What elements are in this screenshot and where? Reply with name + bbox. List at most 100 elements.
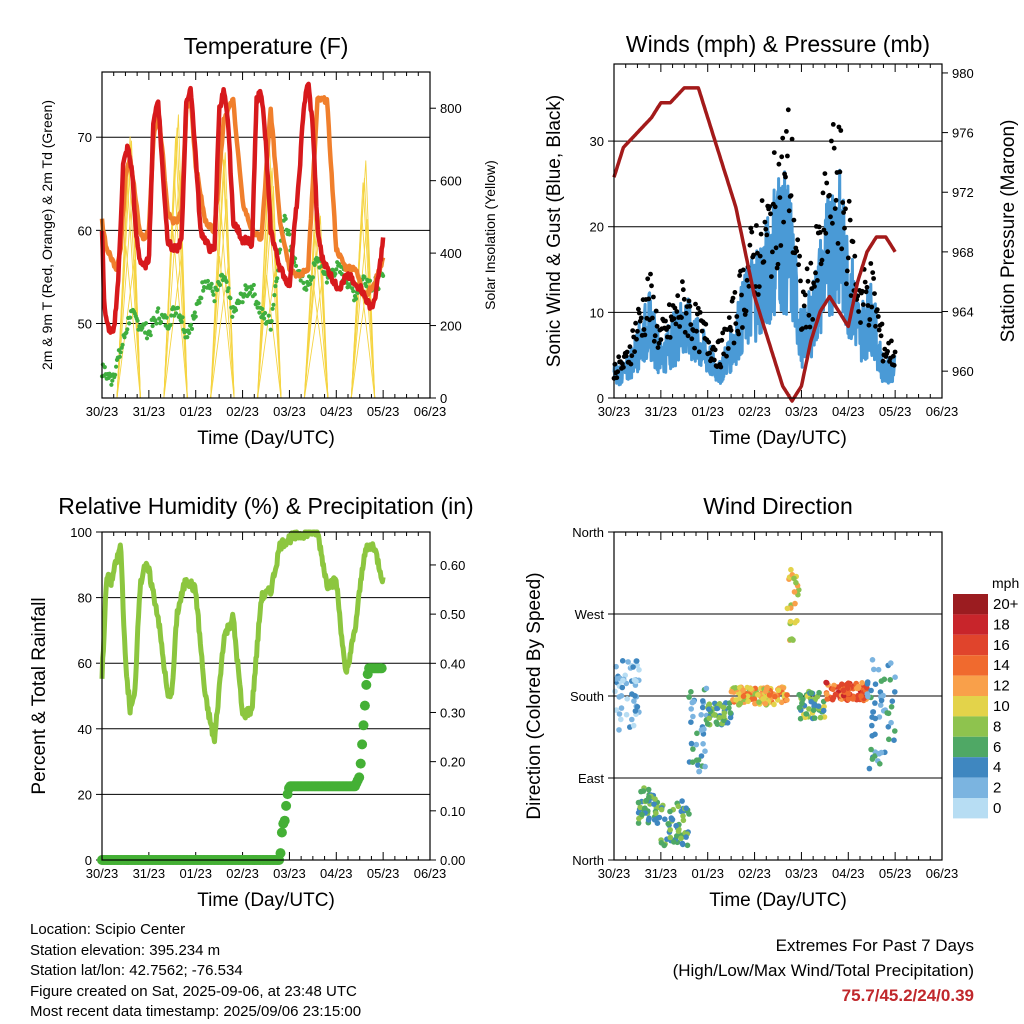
winds-ytick-label: 0 bbox=[597, 391, 604, 406]
gust-point bbox=[733, 321, 739, 326]
gust-point bbox=[731, 340, 737, 346]
gust-point bbox=[815, 278, 820, 283]
speed-legend-swatch bbox=[953, 594, 988, 615]
temperature-y2tick-label: 200 bbox=[440, 319, 462, 334]
gust-point bbox=[732, 290, 738, 295]
direction-point bbox=[808, 690, 814, 696]
speed-legend-swatch bbox=[953, 696, 988, 717]
gust-point bbox=[757, 253, 763, 259]
gust-point bbox=[693, 301, 698, 307]
dewpoint-point bbox=[201, 288, 206, 293]
direction-xtick-label: 30/23 bbox=[598, 866, 631, 881]
gust-point bbox=[817, 230, 823, 235]
direction-point bbox=[866, 765, 873, 772]
direction-ylabel: Direction (Colored By Speed) bbox=[524, 572, 545, 819]
direction-point bbox=[845, 696, 852, 702]
gust-point bbox=[780, 135, 786, 141]
dewpoint-point bbox=[367, 278, 373, 283]
direction-point bbox=[690, 698, 697, 705]
dewpoint-point bbox=[140, 325, 145, 330]
gust-point bbox=[688, 322, 694, 327]
gust-point bbox=[798, 278, 803, 284]
dewpoint-point bbox=[310, 275, 315, 280]
gust-point bbox=[655, 345, 661, 350]
dewpoint-point bbox=[226, 286, 231, 291]
gust-point bbox=[774, 265, 780, 271]
gust-point bbox=[627, 344, 633, 350]
dewpoint-point bbox=[187, 330, 192, 336]
direction-point bbox=[728, 688, 735, 695]
dewpoint-point bbox=[205, 278, 210, 284]
temp-2m-line bbox=[99, 81, 386, 335]
speed-legend-label: 12 bbox=[993, 678, 1010, 695]
direction-point bbox=[889, 698, 896, 704]
dewpoint-point bbox=[257, 310, 262, 315]
gust-point bbox=[769, 274, 774, 279]
precip-point bbox=[361, 679, 372, 690]
direction-point bbox=[624, 696, 630, 702]
dewpoint-point bbox=[262, 316, 267, 321]
winds-ytick-label: 20 bbox=[590, 220, 604, 235]
gust-point bbox=[885, 349, 890, 354]
direction-ytick-label: East bbox=[578, 771, 604, 786]
gust-point bbox=[636, 306, 641, 312]
gust-point bbox=[829, 138, 834, 144]
direction-point bbox=[840, 687, 847, 694]
gust-point bbox=[758, 231, 764, 237]
dewpoint-point bbox=[275, 276, 280, 281]
dewpoint-point bbox=[293, 263, 299, 268]
gust-point bbox=[728, 327, 734, 333]
direction-point bbox=[888, 719, 894, 726]
gust-point bbox=[813, 270, 818, 276]
gust-point bbox=[833, 197, 839, 203]
direction-point bbox=[613, 663, 619, 670]
dewpoint-point bbox=[218, 282, 223, 288]
humidity-ytick-label: 60 bbox=[78, 656, 92, 671]
speed-legend-swatch bbox=[953, 655, 988, 676]
gust-point bbox=[775, 261, 781, 267]
gust-point bbox=[818, 261, 824, 267]
dewpoint-point bbox=[128, 315, 133, 320]
winds-xtick-label: 05/23 bbox=[879, 404, 912, 419]
precip-point bbox=[275, 848, 286, 859]
dewpoint-point bbox=[210, 289, 215, 294]
gust-point bbox=[827, 192, 832, 198]
gust-point bbox=[712, 347, 718, 353]
direction-point bbox=[868, 687, 874, 694]
gust-point bbox=[663, 318, 668, 324]
dewpoint-point bbox=[118, 350, 123, 355]
temperature-y2label: Solar Insolation (Yellow) bbox=[482, 160, 498, 310]
gust-point bbox=[651, 338, 657, 344]
temperature-y2tick-label: 0 bbox=[440, 391, 447, 406]
direction-point bbox=[689, 759, 696, 765]
direction-point bbox=[872, 681, 879, 687]
winds-xtick-label: 31/23 bbox=[645, 404, 678, 419]
humidity-xtick-label: 06/23 bbox=[414, 866, 447, 881]
gust-point bbox=[718, 364, 724, 370]
temperature-xtick-label: 03/23 bbox=[273, 404, 306, 419]
gust-point bbox=[785, 107, 791, 113]
gust-point bbox=[830, 122, 836, 127]
direction-point bbox=[656, 814, 663, 821]
precip-point bbox=[358, 720, 369, 731]
direction-point bbox=[700, 698, 706, 704]
gust-point bbox=[844, 281, 849, 287]
dewpoint-point bbox=[125, 327, 130, 332]
direction-point bbox=[859, 680, 865, 686]
gust-point bbox=[636, 310, 642, 316]
gust-point bbox=[740, 267, 746, 273]
dewpoint-point bbox=[175, 305, 180, 310]
gust-point bbox=[878, 333, 884, 339]
direction-point bbox=[633, 658, 640, 664]
direction-point bbox=[696, 768, 703, 775]
dewpoint-point bbox=[260, 306, 265, 312]
humidity-y2tick-label: 0.10 bbox=[440, 804, 465, 819]
gust-point bbox=[823, 230, 829, 236]
direction-point bbox=[791, 589, 798, 595]
gust-point bbox=[871, 276, 876, 281]
direction-xtick-label: 02/23 bbox=[738, 866, 771, 881]
gust-point bbox=[651, 294, 656, 300]
direction-point bbox=[892, 728, 898, 734]
solar-insolation-trace bbox=[257, 186, 282, 399]
